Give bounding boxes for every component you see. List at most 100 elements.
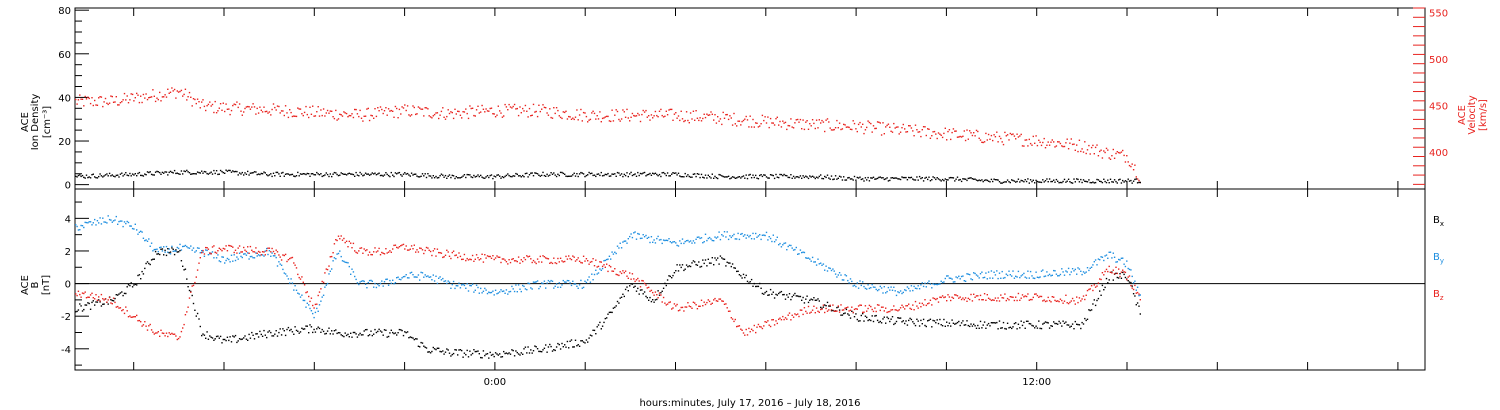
data-point	[666, 279, 669, 281]
data-point	[1019, 135, 1021, 137]
data-point	[1046, 271, 1048, 273]
data-point	[880, 322, 883, 324]
data-point	[526, 110, 528, 112]
data-point	[742, 332, 745, 334]
data-point	[756, 236, 758, 238]
data-point	[531, 114, 533, 116]
data-point	[104, 221, 107, 223]
data-point	[256, 252, 258, 254]
data-point	[650, 236, 653, 238]
data-point	[782, 174, 784, 177]
data-point	[797, 295, 799, 297]
legend-subscript: x	[1440, 220, 1444, 228]
data-point	[309, 300, 311, 303]
data-point	[818, 311, 820, 313]
data-point	[687, 266, 689, 268]
data-point	[908, 319, 910, 322]
data-point	[783, 122, 785, 124]
data-point	[731, 176, 734, 178]
data-point	[209, 253, 211, 255]
data-point	[1100, 278, 1102, 281]
data-point	[351, 268, 353, 270]
data-point	[913, 322, 915, 325]
data-point	[611, 109, 613, 111]
data-point	[528, 174, 531, 176]
data-point	[711, 173, 713, 175]
data-point	[340, 172, 342, 174]
data-point	[886, 316, 888, 318]
data-point	[1138, 179, 1140, 182]
data-point	[439, 350, 441, 353]
data-point	[379, 106, 382, 108]
data-point	[572, 117, 574, 119]
data-point	[1061, 299, 1063, 302]
data-point	[844, 307, 846, 309]
data-point	[783, 293, 785, 296]
data-point	[1021, 274, 1024, 276]
data-point	[761, 175, 764, 178]
data-point	[650, 174, 653, 176]
data-point	[412, 274, 414, 276]
data-point	[775, 118, 777, 120]
data-point	[585, 115, 588, 118]
data-point	[457, 354, 459, 356]
data-point	[904, 322, 906, 325]
data-point	[466, 173, 468, 176]
data-point	[85, 304, 88, 306]
data-point	[1132, 288, 1135, 291]
data-point	[126, 174, 128, 176]
data-point	[1031, 275, 1033, 277]
data-point	[669, 275, 671, 278]
data-point	[813, 122, 815, 125]
data-point	[943, 296, 945, 299]
data-point	[836, 310, 838, 312]
data-point	[318, 304, 321, 306]
data-point	[1065, 270, 1067, 272]
data-point	[99, 217, 101, 219]
data-point	[350, 115, 352, 117]
data-point	[209, 172, 211, 174]
data-point	[134, 283, 136, 286]
data-point	[236, 341, 238, 344]
data-point	[313, 174, 315, 176]
data-point	[1069, 301, 1071, 304]
data-point	[348, 240, 350, 243]
data-point	[765, 176, 768, 178]
data-point	[275, 249, 277, 251]
data-point	[276, 265, 279, 267]
data-point	[843, 176, 845, 178]
data-point	[750, 238, 753, 240]
data-point	[272, 255, 275, 257]
data-point	[144, 321, 146, 323]
data-point	[360, 334, 363, 336]
data-point	[501, 116, 504, 118]
data-point	[959, 278, 961, 280]
data-point	[806, 176, 808, 178]
data-point	[878, 321, 880, 324]
data-point	[252, 251, 254, 253]
data-point	[1139, 313, 1141, 315]
data-point	[94, 304, 96, 306]
data-point	[997, 328, 999, 330]
data-point	[241, 251, 243, 253]
data-point	[1038, 276, 1040, 279]
data-point	[526, 172, 528, 174]
data-point	[522, 107, 524, 110]
data-point	[853, 122, 856, 125]
data-point	[836, 276, 838, 278]
data-point	[340, 114, 342, 116]
data-point	[1051, 325, 1053, 327]
data-point	[222, 256, 224, 258]
data-point	[578, 345, 581, 347]
data-point	[282, 254, 284, 256]
data-point	[385, 329, 387, 331]
data-point	[738, 325, 741, 327]
data-point	[201, 334, 203, 337]
data-point	[623, 295, 625, 298]
data-point	[977, 324, 979, 327]
data-point	[1130, 179, 1132, 182]
data-point	[1042, 300, 1044, 302]
data-point	[1031, 144, 1033, 146]
data-point	[100, 305, 103, 307]
data-point	[538, 104, 540, 106]
